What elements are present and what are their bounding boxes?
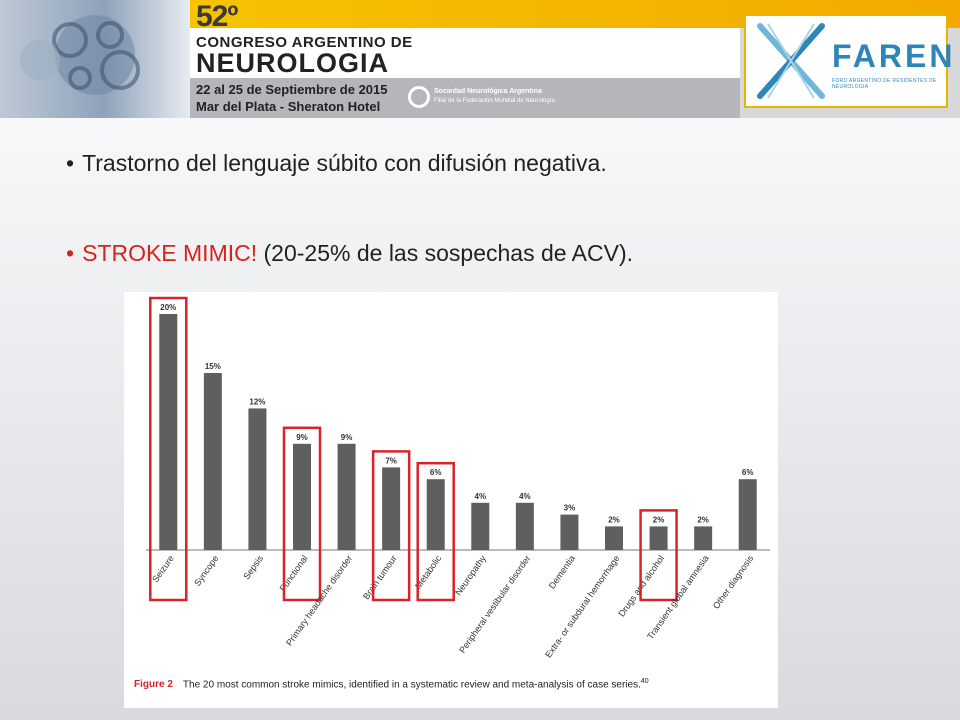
bullet-1: • Trastorno del lenguaje súbito con difus… xyxy=(66,150,607,177)
society-name: Sociedad Neurológica Argentina xyxy=(434,88,542,95)
brain-gears-image xyxy=(0,0,190,118)
faren-subtitle: FORO ARGENTINO DE RESIDENTES DE NEUROLOG… xyxy=(832,78,937,90)
highlight-box xyxy=(639,509,678,602)
highlight-box xyxy=(149,296,188,602)
bullet-1-text: Trastorno del lenguaje súbito con difusi… xyxy=(82,150,607,176)
faren-logo: FAREN FORO ARGENTINO DE RESIDENTES DE NE… xyxy=(744,14,952,108)
bar-value-label: 7% xyxy=(385,456,397,465)
bar-value-label: 12% xyxy=(249,397,265,406)
highlight-box xyxy=(416,461,455,602)
highlight-box xyxy=(282,426,322,602)
figure-caption-text: The 20 most common stroke mimics, identi… xyxy=(182,679,641,691)
grey-info-bar xyxy=(190,78,740,118)
congress-title-line1: CONGRESO ARGENTINO DE xyxy=(196,34,413,51)
category-tick-label: Sepsis xyxy=(241,553,265,581)
category-tick-label: Neuropathy xyxy=(453,553,488,597)
bar-value-label: 4% xyxy=(519,492,531,501)
faren-x-icon xyxy=(757,23,825,99)
bullet-dot-icon: • xyxy=(66,240,75,266)
bar-value-label: 9% xyxy=(296,433,308,442)
category-tick-label: Functional xyxy=(278,553,310,593)
bar xyxy=(203,373,222,550)
bar xyxy=(248,408,267,550)
bar-value-label: 9% xyxy=(341,433,353,442)
bar-value-label: 20% xyxy=(160,303,176,312)
bar xyxy=(293,443,311,550)
society-subtitle: Filial de la Federación Mundial de Neuro… xyxy=(434,98,555,104)
bar xyxy=(738,479,757,550)
figure-reference: 40 xyxy=(640,678,649,685)
bar xyxy=(605,526,623,550)
bar xyxy=(560,514,579,550)
bullet-2: • STROKE MIMIC! (20-25% de las sospechas … xyxy=(66,240,633,267)
brain-gears-icon xyxy=(20,15,140,95)
category-tick-label: Brain tumour xyxy=(361,553,399,601)
category-tick-label: Dementia xyxy=(547,553,577,590)
bar-value-label: 3% xyxy=(564,504,576,513)
bar-value-label: 2% xyxy=(697,515,709,524)
category-tick-label: Other diagnosis xyxy=(711,553,756,611)
category-tick-label: Seizure xyxy=(150,553,176,584)
bar xyxy=(159,314,178,550)
bar xyxy=(382,467,401,550)
bar xyxy=(515,502,534,550)
bullet-dot-icon: • xyxy=(66,150,75,176)
bar-value-label: 6% xyxy=(742,468,754,477)
society-logo-icon xyxy=(408,86,430,108)
bar xyxy=(471,502,490,550)
faren-wordmark: FAREN xyxy=(832,38,956,74)
figure-label: Figure 2 xyxy=(134,679,173,691)
bullet-2-text: (20-25% de las sospechas de ACV). xyxy=(257,240,634,266)
figure-caption: Figure 2 The 20 most common stroke mimics… xyxy=(134,678,649,690)
bar xyxy=(694,526,713,550)
bar xyxy=(426,479,445,550)
congress-number: 52º xyxy=(196,0,238,33)
bar-value-label: 4% xyxy=(475,492,487,501)
bar xyxy=(337,443,356,550)
bar xyxy=(649,526,668,550)
bar-value-label: 2% xyxy=(608,515,620,524)
category-tick-label: Syncope xyxy=(192,553,220,587)
bar-value-label: 6% xyxy=(430,468,442,477)
congress-title-line2: NEUROLOGIA xyxy=(196,48,390,78)
congress-place: Mar del Plata - Sheraton Hotel xyxy=(196,99,381,114)
stroke-mimics-chart: 20% Seizure 15% Syncope 12% Sepsis 9% Functiona… xyxy=(124,292,778,708)
bar-chart-svg: 20% Seizure 15% Syncope 12% Sepsis 9% Functiona… xyxy=(146,296,770,660)
bullet-2-highlight: STROKE MIMIC! xyxy=(82,240,258,266)
highlight-box xyxy=(371,450,411,602)
bar-value-label: 15% xyxy=(205,362,221,371)
congress-banner: 52º CONGRESO ARGENTINO DE NEUROLOGIA 22 … xyxy=(0,0,960,118)
bar-value-label: 2% xyxy=(653,515,665,524)
category-tick-label: Extra- or subdural hemorrhage xyxy=(543,553,621,659)
congress-dates: 22 al 25 de Septiembre de 2015 xyxy=(196,82,388,97)
